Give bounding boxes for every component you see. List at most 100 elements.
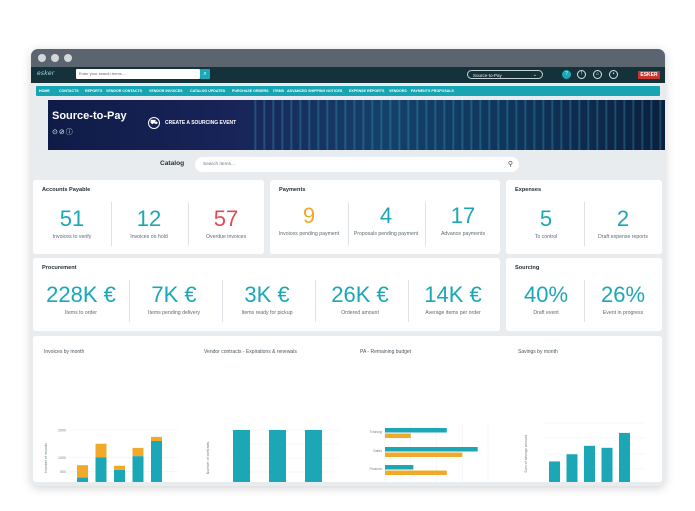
nav-item[interactable]: ADVANCED SHIPPING NOTICES: [287, 89, 343, 93]
chevron-down-icon: ⌄: [532, 72, 537, 78]
kpi-invoices-on-hold[interactable]: 12 Invoices on hold: [113, 206, 185, 241]
nav-item[interactable]: ITEMS: [273, 89, 284, 93]
kpi-to-control[interactable]: 5 To control: [509, 207, 583, 241]
kpi-items-to-order[interactable]: 228K € Items to order: [36, 283, 126, 317]
bar: [77, 477, 88, 482]
kpi-label: Event in progress: [602, 310, 644, 316]
nav-item[interactable]: PURCHASE ORDERS: [232, 89, 269, 93]
kpi-label: To control: [534, 234, 558, 240]
kpi-invoices-pending-payment[interactable]: 9 Invoices pending payment: [273, 203, 345, 238]
kpi-items-ready-for-pickup[interactable]: 3K € Items ready for pickup: [222, 283, 312, 317]
divider: [315, 280, 316, 322]
kpi-label: Proposals pending payment: [353, 231, 419, 237]
card-title: Expenses: [515, 187, 542, 193]
browser-window: esker Enter your search terms... ⌕ Sourc…: [31, 49, 665, 486]
kpi-value: 26K €: [331, 282, 389, 307]
top-bar: esker Enter your search terms... ⌕ Sourc…: [31, 67, 665, 83]
global-search-input[interactable]: Enter your search terms...: [76, 69, 200, 79]
bar: [151, 441, 162, 482]
kpi-label: Draft event: [533, 310, 559, 316]
kpi-overdue-invoices[interactable]: 57 Overdue invoices: [190, 206, 262, 241]
nav-item[interactable]: CONTACTS: [59, 89, 79, 93]
nav-item[interactable]: VENDORS: [389, 89, 407, 93]
banner-title: Source-to-Pay: [52, 110, 127, 122]
bar: [77, 465, 88, 478]
help-icon[interactable]: ?: [562, 70, 571, 79]
create-sourcing-event-button[interactable]: ⛟ CREATE A SOURCING EVENT: [148, 117, 236, 129]
procurement-card: Procurement 228K € Items to order 7K € I…: [33, 258, 500, 331]
nav-item[interactable]: EXPENSE REPORTS: [349, 89, 385, 93]
search-icon[interactable]: ⚲: [507, 161, 513, 168]
bar: [619, 432, 630, 482]
nav-item[interactable]: REPORTS: [85, 89, 103, 93]
bar: [151, 436, 162, 441]
hero-banner: Source-to-Pay ⊙⊘ⓘ ⛟ CREATE A SOURCING EV…: [48, 100, 665, 150]
kpi-event-in-progress[interactable]: 26% Event in progress: [586, 282, 660, 317]
y-tick-label: 500: [60, 470, 66, 474]
banner-graphic: [248, 100, 665, 150]
chart-title-vendor-contracts: Vendor contracts - Expirations & renewal…: [204, 349, 297, 355]
card-title: Accounts Payable: [42, 187, 91, 193]
kpi-label: Ordered amount: [341, 310, 379, 316]
kpi-draft-event[interactable]: 40% Draft event: [509, 283, 583, 317]
bar: [385, 433, 411, 438]
kpi-value: 9: [302, 203, 316, 228]
divider: [222, 280, 223, 322]
bar: [95, 443, 107, 458]
kpi-value: 26%: [600, 282, 646, 307]
bar: [601, 447, 613, 482]
bar: [584, 445, 595, 482]
kpi-invoices-to-verify[interactable]: 51 Invoices to verify: [36, 206, 108, 241]
y-axis-label: Number of records: [44, 443, 48, 473]
info-icon[interactable]: ⓘ: [65, 129, 74, 136]
search-button[interactable]: ⌕: [200, 69, 210, 79]
kpi-items-pending-delivery[interactable]: 7K € Items pending delivery: [129, 282, 219, 317]
process-selector-value: Source-to-Pay: [473, 73, 502, 78]
cart-icon: ⛟: [148, 117, 160, 129]
bar: [385, 465, 414, 470]
settings-icon[interactable]: ⊙: [52, 129, 59, 136]
kpi-value: 12: [136, 206, 162, 231]
catalog-search-input[interactable]: Search items... ⚲: [195, 157, 519, 172]
bar: [549, 461, 560, 482]
y-tick-label: 2000: [58, 429, 66, 433]
y-axis-label: Number of contracts: [206, 442, 210, 475]
kpi-average-items-per-order[interactable]: 14K € Average items per order: [408, 283, 498, 317]
home-icon[interactable]: ⌂: [593, 70, 602, 79]
logo[interactable]: esker: [37, 70, 55, 77]
search-icon: ⌕: [203, 71, 207, 77]
kpi-ordered-amount[interactable]: 26K € Ordered amount: [315, 282, 405, 317]
window-dot[interactable]: [38, 54, 46, 62]
alert-icon[interactable]: !: [577, 70, 586, 79]
process-selector[interactable]: Source-to-Pay ⌄: [467, 70, 543, 79]
nav-item[interactable]: VENDOR INVOICES: [149, 89, 183, 93]
link-icon[interactable]: ⊘: [58, 129, 66, 136]
kpi-value: 7K €: [151, 282, 197, 307]
window-dot[interactable]: [64, 54, 72, 62]
kpi-label: Invoices on hold: [130, 234, 168, 240]
nav-item[interactable]: PAYMENTS PROPOSALS: [411, 89, 454, 93]
bar: [95, 457, 107, 482]
kpi-value: 51: [59, 206, 85, 231]
nav-item[interactable]: HOME: [39, 89, 50, 93]
bar: [114, 465, 125, 470]
kpi-proposals-pending-payment[interactable]: 4 Proposals pending payment: [350, 204, 422, 238]
kpi-value: 57: [213, 206, 239, 231]
kpi-label: Draft expense reports: [598, 234, 648, 240]
kpi-label: Items to order: [64, 310, 97, 316]
y-tick-label: Finance: [370, 467, 383, 471]
nav-item[interactable]: CATALOG UPDATES: [190, 89, 226, 93]
window-dot[interactable]: [51, 54, 59, 62]
divider: [188, 202, 189, 246]
nav-item[interactable]: VENDOR CONTACTS: [106, 89, 143, 93]
bar: [233, 430, 250, 482]
user-avatar-icon[interactable]: •: [609, 70, 618, 79]
kpi-draft-expense-reports[interactable]: 2 Draft expense reports: [586, 207, 660, 241]
charts-card: Invoices by month Vendor contracts - Exp…: [33, 336, 662, 482]
card-title: Payments: [279, 187, 306, 193]
divider: [348, 202, 349, 246]
y-axis-label: Sum of savings amount: [524, 435, 528, 473]
kpi-advance-payments[interactable]: 17 Advance payments: [427, 204, 499, 238]
bar: [305, 430, 322, 482]
divider: [408, 280, 409, 322]
